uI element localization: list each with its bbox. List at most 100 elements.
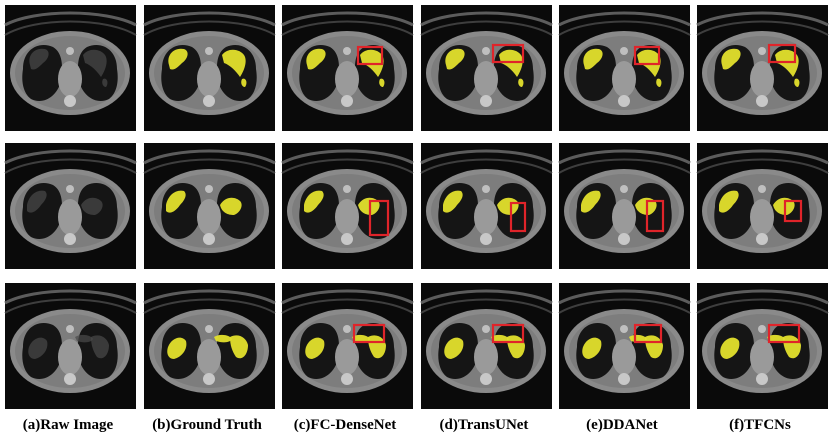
ct-panel-gt-row-3 bbox=[143, 283, 276, 409]
scanner-arc bbox=[420, 289, 553, 305]
scanner-arc bbox=[420, 20, 553, 36]
lesion-mask bbox=[167, 337, 187, 359]
ct-panel-raw-row-2 bbox=[4, 143, 137, 269]
mediastinum bbox=[474, 61, 498, 97]
lesion-mask bbox=[230, 335, 248, 359]
scanner-arc bbox=[696, 298, 829, 314]
ct-panel-raw-row-3 bbox=[4, 283, 137, 409]
scanner-arc bbox=[558, 158, 691, 174]
spine bbox=[480, 95, 492, 107]
ct-panel-ddanet-row-2 bbox=[558, 143, 691, 269]
mediastinum bbox=[58, 339, 82, 375]
sternum bbox=[66, 47, 74, 55]
scanner-arc bbox=[558, 149, 691, 165]
scanner-arc bbox=[4, 158, 137, 174]
lesion-mask bbox=[305, 337, 325, 359]
spine bbox=[480, 233, 492, 245]
sternum bbox=[758, 47, 766, 55]
lesion-mask bbox=[222, 49, 246, 77]
mediastinum bbox=[750, 61, 774, 97]
ct-panel-transunet-row-3 bbox=[420, 283, 553, 409]
scanner-arc bbox=[143, 149, 276, 165]
sternum bbox=[66, 185, 74, 193]
spine bbox=[480, 373, 492, 385]
scanner-arc bbox=[281, 20, 414, 36]
mediastinum bbox=[612, 199, 636, 235]
highlight-box bbox=[356, 45, 384, 66]
scanner-arc bbox=[143, 289, 276, 305]
sternum bbox=[343, 185, 351, 193]
caption-ddanet: (e)DDANet bbox=[586, 417, 658, 433]
caption-raw-image: (a)Raw Image bbox=[22, 417, 114, 433]
lesion-mask bbox=[721, 48, 741, 70]
lesion-mask bbox=[166, 190, 186, 213]
scanner-arc bbox=[143, 298, 276, 314]
mediastinum bbox=[197, 339, 221, 375]
scanner-arc bbox=[558, 20, 691, 36]
mediastinum bbox=[197, 199, 221, 235]
lesion-opacity bbox=[91, 335, 109, 359]
ct-panel-raw-row-1 bbox=[4, 5, 137, 131]
scanner-arc bbox=[420, 158, 553, 174]
ct-panel-fc-row-2 bbox=[281, 143, 414, 269]
spine bbox=[618, 233, 630, 245]
scanner-arc bbox=[4, 149, 137, 165]
spine bbox=[618, 373, 630, 385]
lesion-mask bbox=[306, 48, 326, 70]
sternum bbox=[205, 185, 213, 193]
spine bbox=[203, 95, 215, 107]
lesion-mask bbox=[443, 190, 463, 213]
highlight-box bbox=[767, 43, 797, 64]
lesion-mask bbox=[581, 190, 601, 213]
ct-panel-gt-row-2 bbox=[143, 143, 276, 269]
spine bbox=[341, 233, 353, 245]
scanner-arc bbox=[4, 289, 137, 305]
lesion-mask bbox=[720, 337, 740, 359]
spine bbox=[203, 233, 215, 245]
scanner-arc bbox=[558, 289, 691, 305]
mediastinum bbox=[335, 339, 359, 375]
lesion-mask bbox=[445, 48, 465, 70]
spine bbox=[341, 373, 353, 385]
spine bbox=[341, 95, 353, 107]
spine bbox=[64, 233, 76, 245]
scanner-arc bbox=[4, 11, 137, 27]
lesion-mask bbox=[444, 337, 464, 359]
lesion-mask bbox=[719, 190, 739, 213]
ct-panel-gt-row-1 bbox=[143, 5, 276, 131]
spine bbox=[756, 95, 768, 107]
scanner-arc bbox=[4, 298, 137, 314]
scanner-arc bbox=[281, 298, 414, 314]
mediastinum bbox=[58, 199, 82, 235]
ct-panel-ddanet-row-1 bbox=[558, 5, 691, 131]
highlight-box bbox=[767, 323, 801, 344]
ct-panel-fc-row-1 bbox=[281, 5, 414, 131]
scanner-arc bbox=[281, 158, 414, 174]
scanner-arc bbox=[420, 149, 553, 165]
sternum bbox=[758, 185, 766, 193]
mediastinum bbox=[612, 339, 636, 375]
lesion-mask bbox=[656, 78, 662, 87]
spine bbox=[756, 233, 768, 245]
mediastinum bbox=[335, 199, 359, 235]
highlight-box bbox=[509, 201, 527, 233]
lesion-mask bbox=[168, 48, 188, 70]
lesion-opacity bbox=[75, 334, 93, 343]
highlight-box bbox=[633, 323, 663, 344]
spine bbox=[64, 95, 76, 107]
lesion-opacity bbox=[81, 197, 103, 215]
highlight-box bbox=[352, 323, 386, 344]
spine bbox=[203, 373, 215, 385]
mediastinum bbox=[335, 61, 359, 97]
mediastinum bbox=[474, 339, 498, 375]
mediastinum bbox=[612, 61, 636, 97]
scanner-arc bbox=[696, 20, 829, 36]
ct-panel-transunet-row-2 bbox=[420, 143, 553, 269]
scanner-arc bbox=[420, 11, 553, 27]
lesion-mask bbox=[304, 190, 324, 213]
lesion-opacity bbox=[27, 190, 47, 213]
ct-image-grid bbox=[4, 5, 829, 409]
lesion-mask bbox=[775, 49, 799, 77]
lesion-mask bbox=[220, 197, 242, 215]
lesion-opacity bbox=[28, 337, 48, 359]
